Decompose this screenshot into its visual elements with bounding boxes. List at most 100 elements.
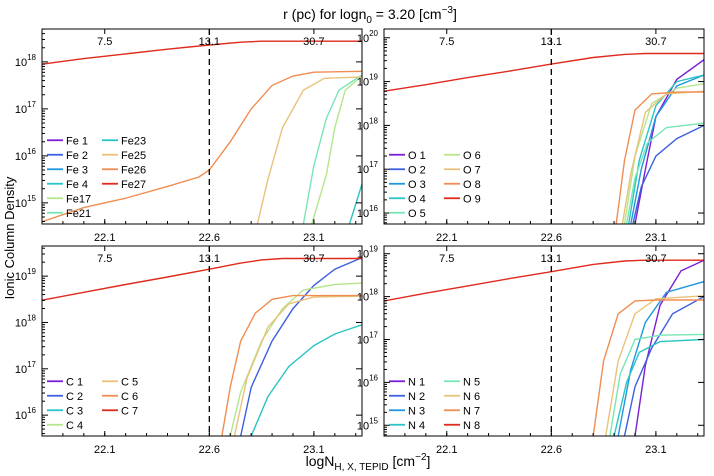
panel-n-y-tick-label: 1018 [357,288,379,304]
panel-o-x-tick-label: 23.1 [645,232,666,244]
panel-n-top-tick-label: 7.5 [439,253,454,265]
panel-fe-series-fe26 [42,70,362,223]
panel-fe-legend-label: Fe 2 [66,150,88,162]
panel-c-top-tick-label: 30.7 [303,253,324,265]
panel-o-series-o7 [621,90,704,224]
panel-c-top-tick-label: 7.5 [97,253,112,265]
panel-fe-legend-label: Fe27 [121,179,146,191]
panel-c-y-tick-label: 1016 [15,406,37,422]
panel-n-top-tick-label: 30.7 [645,253,666,265]
panel-fe-legend-label: Fe 4 [66,179,88,191]
panel-n-top-tick-label: 13.1 [541,253,562,265]
panel-fe-legend-label: Fe23 [121,135,146,147]
panel-n-series-n4 [613,338,704,436]
panel-n-y-tick-label: 1019 [357,245,379,261]
panel-fe-series-fe23 [348,183,362,224]
x-axis-title: logNH, X, TEPID [cm−2] [306,452,431,473]
panel-o-legend-label: O 9 [463,193,481,205]
panel-c-legend-label: C 3 [66,405,83,417]
panel-fe-x-tick-label: 22.6 [199,232,220,244]
panel-o-legend-label: O 7 [463,164,481,176]
panel-o-x-tick-label: 22.1 [436,232,457,244]
panel-c-x-tick-label: 22.1 [94,444,115,456]
panel-c-y-tick-label: 1019 [15,267,37,283]
panel-fe-y-tick-label: 1017 [15,100,37,116]
panel-n-series-n2 [623,295,704,436]
panel-c-legend-label: C 4 [66,420,83,432]
panel-o-series-o9 [384,52,704,92]
panel-n-legend-label: N 5 [463,376,480,388]
panel-o-top-tick-label: 30.7 [645,36,666,48]
panel-fe-legend-label: Fe 3 [66,164,88,176]
panel-c-x-tick-label: 23.1 [303,444,324,456]
panel-o-series-o5 [625,122,704,224]
panel-o-y-tick-label: 1019 [357,73,379,89]
panel-o-series-o8 [615,91,704,224]
panel-o-series-o4 [628,74,704,224]
panel-fe-top-tick-label: 7.5 [97,36,112,48]
panel-fe: 22.1 7.5 22.6 13.1 23.1 30.7 1015 1016 1017 1018 F… [15,28,363,244]
top-axis-title: r (pc) for logn0 = 3.20 [cm−3] [283,5,457,26]
panel-fe-top-tick-label: 30.7 [303,36,324,48]
panel-o-y-tick-label: 1016 [357,204,379,220]
panel-n-x-tick-label: 23.1 [645,444,666,456]
panel-c-series-c4 [229,282,362,436]
panel-fe-series-fe25 [256,76,362,224]
panel-fe-legend-label: Fe17 [66,193,91,205]
panel-n-y-tick-label: 1015 [357,416,379,432]
panel-n-legend-label: N 7 [463,405,480,417]
panel-o-top-tick-label: 13.1 [541,36,562,48]
panel-o: 22.1 7.5 22.6 13.1 23.1 30.7 1016 1017 1018 1019 1… [357,28,705,244]
panel-n-legend-label: N 4 [408,420,425,432]
panel-c-y-tick-label: 1017 [15,360,37,376]
panel-c-legend-label: C 2 [66,391,83,403]
panel-c-series-c6 [221,294,362,436]
panel-fe-legend-label: Fe26 [121,164,146,176]
panel-o-legend-label: O 5 [408,208,426,220]
panel-n-y-tick-label: 1016 [357,373,379,389]
panel-fe-legend-label: Fe21 [66,208,91,220]
panel-n-y-tick-label: 1017 [357,330,379,346]
panel-fe-x-tick-label: 22.1 [94,232,115,244]
panel-fe-frame [41,28,363,225]
panel-c-series-c3 [250,324,362,436]
panel-o-y-tick-label: 1018 [357,116,379,132]
panel-o-legend-label: O 6 [463,150,481,162]
panel-n-x-tick-label: 22.1 [436,444,457,456]
panel-fe-x-tick-label: 23.1 [303,232,324,244]
panel-fe-y-tick-label: 1016 [15,147,37,163]
panel-o-series-o6 [623,83,704,224]
panel-c-x-tick-label: 22.6 [199,444,220,456]
panel-o-series-o2 [632,124,704,224]
panel-o-frame [383,28,705,225]
y-axis-title: Ionic Column Density [2,176,17,299]
panel-o-legend-label: O 2 [408,164,426,176]
panel-n: 22.1 7.5 22.6 13.1 23.1 30.7 1015 1016 1017 1018 1… [357,245,705,456]
panel-c-legend-label: C 7 [121,405,138,417]
panel-n-legend-label: N 2 [408,391,425,403]
panel-o-legend-label: O 3 [408,179,426,191]
panel-n-series-n7 [592,299,704,436]
panel-c-series-c5 [233,295,362,436]
panel-c-top-tick-label: 13.1 [199,253,220,265]
panel-c-legend-label: C 5 [121,376,138,388]
panel-fe-series-fe27 [42,40,362,65]
panel-n-series-n5 [609,333,704,436]
panel-c-legend-label: C 1 [66,376,83,388]
panel-fe-y-tick-label: 1015 [15,194,37,210]
panel-c-legend-label: C 6 [121,391,138,403]
panel-n-legend-label: N 3 [408,405,425,417]
panel-n-legend-label: N 6 [463,391,480,403]
panel-fe-legend-label: Fe 1 [66,135,88,147]
panel-fe-y-tick-label: 1018 [15,53,37,69]
panel-c-y-tick-label: 1018 [15,313,37,329]
panel-o-top-tick-label: 7.5 [439,36,454,48]
panel-o-legend-label: O 4 [408,193,426,205]
panel-n-series-n6 [605,295,704,436]
panel-n-series-n3 [617,280,704,436]
panel-n-legend-label: N 8 [463,420,480,432]
panel-fe-legend-label: Fe25 [121,150,146,162]
panel-o-y-tick-label: 1017 [357,160,379,176]
panel-n-legend-label: N 1 [408,376,425,388]
